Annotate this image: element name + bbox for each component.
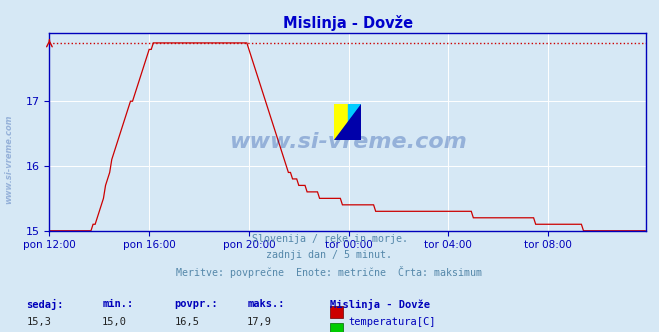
Text: www.si-vreme.com: www.si-vreme.com [229,132,467,152]
Text: 15,3: 15,3 [26,317,51,327]
Text: Mislinja - Dovže: Mislinja - Dovže [330,299,430,310]
Text: min.:: min.: [102,299,133,309]
Text: 15,0: 15,0 [102,317,127,327]
Text: 16,5: 16,5 [175,317,200,327]
Text: 17,9: 17,9 [247,317,272,327]
Text: maks.:: maks.: [247,299,285,309]
Text: temperatura[C]: temperatura[C] [348,317,436,327]
Text: Meritve: povprečne  Enote: metrične  Črta: maksimum: Meritve: povprečne Enote: metrične Črta:… [177,266,482,278]
Text: zadnji dan / 5 minut.: zadnji dan / 5 minut. [266,250,393,260]
Text: Slovenija / reke in morje.: Slovenija / reke in morje. [252,234,407,244]
Title: Mislinja - Dovže: Mislinja - Dovže [283,15,413,31]
Text: www.si-vreme.com: www.si-vreme.com [4,115,13,204]
Text: sedaj:: sedaj: [26,299,64,310]
Text: povpr.:: povpr.: [175,299,218,309]
